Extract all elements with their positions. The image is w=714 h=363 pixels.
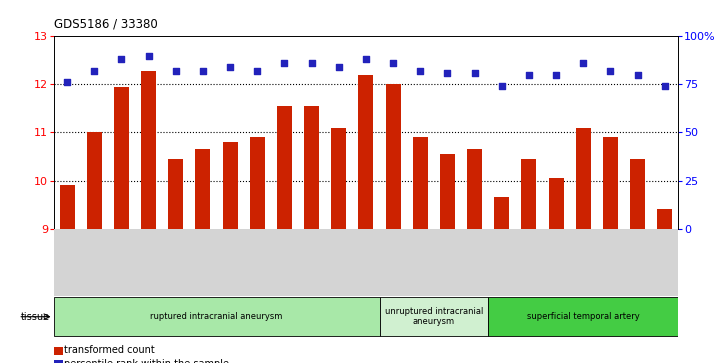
Point [361, 57, 372, 62]
Bar [277, 106, 292, 229]
Point [469, 70, 481, 76]
Bar [380, 297, 488, 337]
Bar [169, 159, 183, 229]
Point [632, 72, 643, 78]
Bar [630, 159, 645, 229]
Text: GDS5186 / 33380: GDS5186 / 33380 [54, 18, 157, 31]
Bar [548, 178, 563, 229]
Bar [196, 149, 211, 229]
Point [197, 68, 208, 74]
Text: tissue: tissue [21, 312, 50, 322]
Point [578, 60, 589, 66]
Point [116, 57, 127, 62]
Text: unruptured intracranial
aneurysm: unruptured intracranial aneurysm [385, 307, 483, 326]
Bar [575, 128, 590, 229]
Bar [223, 142, 238, 229]
Bar [386, 85, 401, 229]
Point [170, 68, 181, 74]
Point [61, 79, 73, 85]
Bar [494, 197, 509, 229]
Bar [331, 128, 346, 229]
Point [333, 64, 344, 70]
Bar [467, 149, 482, 229]
Bar [114, 87, 129, 229]
Bar [440, 154, 455, 229]
Point [442, 70, 453, 76]
Bar [87, 132, 102, 229]
Bar [304, 106, 319, 229]
Bar [488, 297, 678, 337]
Point [550, 72, 562, 78]
Bar [54, 297, 380, 337]
Point [496, 83, 508, 89]
Point [605, 68, 616, 74]
Bar [141, 71, 156, 229]
Bar [358, 75, 373, 229]
Bar [521, 159, 536, 229]
Bar [413, 137, 428, 229]
Point [523, 72, 535, 78]
Bar [60, 185, 74, 229]
Text: transformed count: transformed count [64, 345, 155, 355]
Bar [603, 137, 618, 229]
Point [251, 68, 263, 74]
Text: ruptured intracranial aneurysm: ruptured intracranial aneurysm [151, 312, 283, 321]
Bar [658, 209, 672, 229]
Point [415, 68, 426, 74]
Point [306, 60, 317, 66]
Point [659, 83, 670, 89]
Text: superficial temporal artery: superficial temporal artery [527, 312, 640, 321]
Text: percentile rank within the sample: percentile rank within the sample [64, 359, 229, 363]
Bar [250, 137, 265, 229]
Point [278, 60, 290, 66]
Point [89, 68, 100, 74]
Point [224, 64, 236, 70]
Point [388, 60, 399, 66]
Point [143, 53, 154, 58]
